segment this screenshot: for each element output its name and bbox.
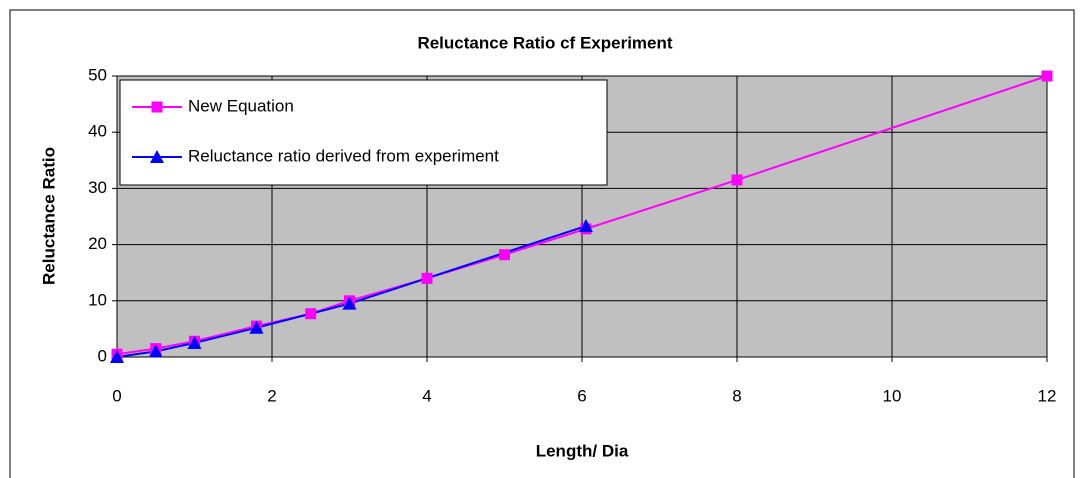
x-tick-label: 2 bbox=[267, 386, 276, 405]
data-point bbox=[110, 350, 124, 363]
y-tick-label: 0 bbox=[98, 346, 107, 365]
y-tick-label: 40 bbox=[88, 122, 107, 141]
x-tick-label: 6 bbox=[577, 386, 586, 405]
data-point bbox=[305, 308, 317, 320]
legend-marker bbox=[150, 150, 164, 163]
data-point bbox=[421, 272, 433, 284]
y-axis-label: Reluctance Ratio bbox=[39, 147, 58, 285]
x-tick-label: 4 bbox=[422, 386, 431, 405]
x-tick-label: 10 bbox=[883, 386, 902, 405]
legend-label: Reluctance ratio derived from experiment bbox=[188, 146, 499, 165]
legend-label: New Equation bbox=[188, 96, 294, 115]
data-point bbox=[731, 174, 743, 186]
chart-title: Reluctance Ratio cf Experiment bbox=[417, 33, 672, 52]
y-tick-label: 50 bbox=[88, 65, 107, 84]
data-point bbox=[148, 344, 163, 358]
data-point bbox=[187, 335, 202, 349]
y-tick-label: 30 bbox=[88, 178, 107, 197]
x-tick-label: 8 bbox=[732, 386, 741, 405]
series-line bbox=[116, 225, 587, 358]
legend-box bbox=[119, 79, 608, 186]
legend-marker bbox=[151, 101, 163, 113]
x-tick-label: 0 bbox=[112, 386, 121, 405]
data-point bbox=[578, 219, 593, 233]
y-tick-label: 10 bbox=[88, 290, 107, 309]
data-point bbox=[499, 249, 510, 261]
data-point bbox=[1041, 70, 1053, 82]
data-point bbox=[249, 320, 264, 334]
x-axis-label: Length/ Dia bbox=[536, 441, 629, 460]
data-point bbox=[342, 296, 357, 310]
y-tick-label: 20 bbox=[88, 234, 107, 253]
x-tick-label: 12 bbox=[1038, 386, 1057, 405]
